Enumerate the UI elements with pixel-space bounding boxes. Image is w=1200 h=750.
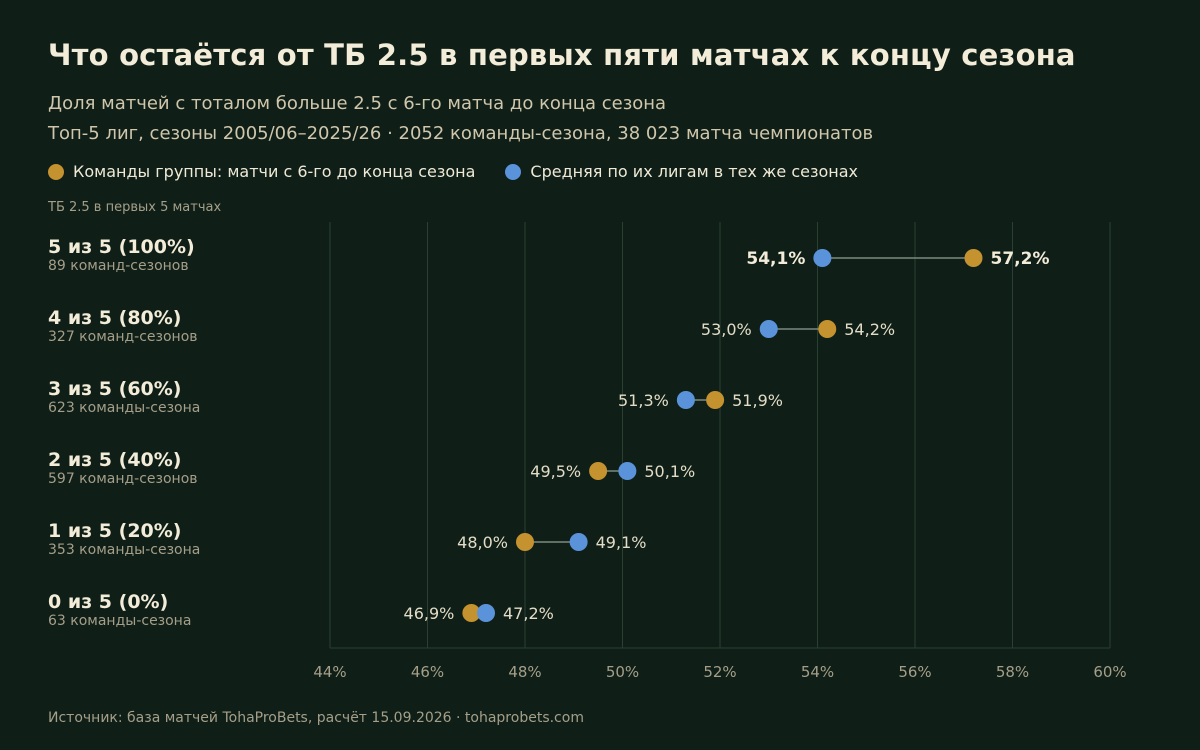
- value-label-league: 50,1%: [644, 462, 695, 481]
- row-label-count: 597 команд-сезонов: [48, 471, 198, 487]
- x-tick-label: 44%: [313, 663, 346, 681]
- row-label-count: 63 команды-сезона: [48, 613, 192, 629]
- row-label-title: 3 из 5 (60%): [48, 378, 182, 400]
- row-label-count: 89 команд-сезонов: [48, 258, 189, 274]
- row-label: 5 из 5 (100%) 89 команд-сезонов: [48, 236, 195, 275]
- group-dot: [589, 462, 608, 480]
- row-label-title: 4 из 5 (80%): [48, 307, 182, 329]
- group-dot: [706, 391, 725, 409]
- group-dot: [964, 249, 983, 267]
- chart-subtitle-2: Топ-5 лиг, сезоны 2005/06–2025/26 · 2052…: [48, 123, 874, 144]
- row-label-count: 327 команд-сезонов: [48, 329, 198, 345]
- league-dot: [813, 249, 832, 267]
- x-tick-label: 54%: [801, 663, 834, 681]
- value-label-group: 46,9%: [404, 604, 455, 623]
- value-label-group: 48,0%: [457, 533, 508, 552]
- league-dot: [477, 604, 495, 622]
- league-dot: [676, 391, 695, 409]
- chart-subtitle-1: Доля матчей с тоталом больше 2.5 с 6-го …: [48, 93, 667, 114]
- row-label: 2 из 5 (40%) 597 команд-сезонов: [48, 449, 198, 488]
- row-label-count: 623 команды-сезона: [48, 400, 201, 416]
- legend-item-group: Команды группы: матчи с 6-го до конца се…: [48, 162, 475, 181]
- value-label-league: 53,0%: [701, 320, 752, 339]
- legend: Команды группы: матчи с 6-го до конца се…: [48, 162, 888, 181]
- x-tick-label: 48%: [508, 663, 541, 681]
- group-dot: [462, 604, 481, 622]
- row-label-count: 353 команды-сезона: [48, 542, 201, 558]
- group-dot: [818, 320, 837, 338]
- value-label-group: 54,2%: [844, 320, 895, 339]
- row-label: 1 из 5 (20%) 353 команды-сезона: [48, 520, 200, 559]
- x-tick-label: 58%: [996, 663, 1029, 681]
- value-label-league: 47,2%: [503, 604, 554, 623]
- legend-label-league: Средняя по их лигам в тех же сезонах: [530, 162, 858, 181]
- chart-title: Что остаётся от ТБ 2.5 в первых пяти мат…: [48, 38, 1076, 72]
- row-label-title: 0 из 5 (0%): [48, 591, 169, 613]
- x-tick-label: 52%: [703, 663, 736, 681]
- league-dot: [759, 320, 778, 338]
- x-tick-label: 56%: [898, 663, 931, 681]
- x-tick-label: 50%: [606, 663, 639, 681]
- value-label-group: 51,9%: [732, 391, 783, 410]
- row-label-title: 2 из 5 (40%): [48, 449, 182, 471]
- source-footer: Источник: база матчей TohaProBets, расчё…: [48, 710, 584, 726]
- group-dot: [516, 533, 534, 551]
- row-label: 4 из 5 (80%) 327 команд-сезонов: [48, 307, 198, 346]
- legend-swatch-league: [505, 163, 522, 180]
- legend-item-league: Средняя по их лигам в тех же сезонах: [505, 162, 858, 181]
- row-label: 0 из 5 (0%) 63 команды-сезона: [48, 591, 191, 630]
- value-label-group: 49,5%: [530, 462, 581, 481]
- row-label-title: 1 из 5 (20%): [48, 520, 182, 542]
- value-label-group: 57,2%: [991, 249, 1050, 269]
- value-label-league: 49,1%: [596, 533, 647, 552]
- league-dot: [618, 462, 637, 480]
- value-label-league: 51,3%: [618, 391, 669, 410]
- legend-label-group: Команды группы: матчи с 6-го до конца се…: [73, 162, 476, 181]
- x-tick-label: 46%: [411, 663, 444, 681]
- league-dot: [569, 533, 588, 551]
- row-label-title: 5 из 5 (100%): [48, 236, 195, 258]
- value-label-league: 54,1%: [746, 249, 805, 269]
- x-tick-label: 60%: [1093, 663, 1126, 681]
- legend-swatch-group: [48, 163, 64, 180]
- row-axis-label: ТБ 2.5 в первых 5 матчах: [48, 200, 222, 215]
- row-label: 3 из 5 (60%) 623 команды-сезона: [48, 378, 200, 417]
